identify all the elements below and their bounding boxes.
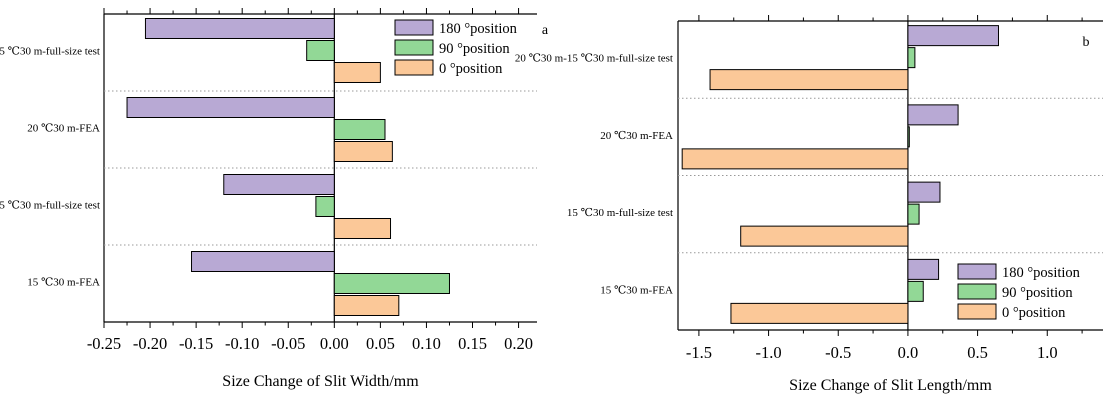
panel-letter: a	[542, 23, 549, 38]
x-axis-title: Size Change of Slit Length/mm	[789, 377, 992, 394]
legend-swatch	[394, 19, 434, 36]
x-tick-label: -0.5	[825, 343, 851, 362]
bar-0-position	[709, 69, 909, 91]
legend-label: 180 °position	[1002, 265, 1081, 281]
bar-180-position	[907, 181, 941, 203]
bar-0-position	[333, 295, 400, 316]
category-label: 15 ℃30 m-FEA	[27, 277, 100, 289]
legend-swatch	[394, 39, 434, 56]
x-tick-label: 0.20	[504, 334, 533, 353]
bar-180-position	[191, 251, 335, 272]
x-tick-label: 1.0	[1037, 343, 1058, 362]
bar-90-position	[306, 40, 335, 61]
bar-0-position	[681, 148, 909, 170]
x-tick-label: -1.5	[686, 343, 712, 362]
bar-90-position	[315, 196, 335, 217]
legend-label: 90 °position	[1002, 285, 1073, 301]
x-tick-label: 0.5	[967, 343, 988, 362]
bar-0-position	[333, 62, 381, 83]
category-label: 20 ℃30 m-15 ℃30 m-full-size test	[0, 46, 100, 58]
category-label: 20 ℃30 m-FEA	[27, 123, 100, 135]
legend-swatch	[957, 303, 997, 320]
legend: 180 °position 90 °position 0 °position	[957, 263, 1081, 321]
bar-180-position	[907, 258, 940, 280]
legend-label: 0 °position	[439, 61, 503, 77]
category-label: 15 ℃30 m-full-size test	[0, 200, 100, 212]
x-tick-label: 0.10	[412, 334, 441, 353]
bar-90-position	[333, 273, 450, 294]
legend-label: 0 °position	[1002, 305, 1066, 321]
category-label: 15 ℃30 m-full-size test	[567, 207, 673, 219]
category-label: 15 ℃30 m-FEA	[600, 284, 673, 296]
bar-90-position	[907, 203, 920, 225]
bar-180-position	[144, 18, 335, 39]
bar-0-position	[730, 302, 909, 324]
bar-90-position	[907, 280, 924, 302]
bar-0-position	[740, 225, 909, 247]
x-tick-label: -0.05	[271, 334, 305, 353]
bar-0-position	[333, 218, 392, 239]
x-tick-label: -0.25	[87, 334, 121, 353]
x-tick-label: 0.00	[320, 334, 349, 353]
chart-panel-b: -1.5 -1.0 -0.5 0.0 0.5 1.0 Size Change of Slit…	[515, 15, 1103, 394]
x-tick-label: -0.20	[133, 334, 167, 353]
legend-label: 90 °position	[439, 41, 510, 57]
bar-180-position	[223, 174, 335, 195]
category-label: 20 ℃30 m-FEA	[600, 130, 673, 142]
bar-180-position	[907, 104, 959, 126]
x-tick-label: -1.0	[756, 343, 782, 362]
legend-swatch	[957, 283, 997, 300]
x-tick-label: -0.10	[225, 334, 259, 353]
x-tick-label: -0.15	[179, 334, 213, 353]
legend-swatch	[957, 263, 997, 280]
legend: 180 °position 90 °position 0 °position	[394, 19, 518, 77]
bar-180-position	[126, 97, 335, 118]
x-tick-label: 0.0	[898, 343, 919, 362]
bar-0-position	[333, 141, 393, 162]
chart-panel-a: -0.25 -0.20 -0.15 -0.10 -0.05 0.00 0.05 0.10 0.1…	[0, 8, 549, 390]
panel-letter: b	[1083, 35, 1090, 50]
bar-90-position	[333, 119, 386, 140]
category-label: 20 ℃30 m-15 ℃30 m-full-size test	[515, 53, 673, 65]
x-tick-label: 0.15	[458, 334, 487, 353]
legend-swatch	[394, 59, 434, 76]
bar-90-position	[907, 47, 916, 69]
x-axis-title: Size Change of Slit Width/mm	[222, 373, 419, 390]
x-tick-label: 0.05	[366, 334, 395, 353]
bar-180-position	[907, 25, 999, 47]
legend-label: 180 °position	[439, 21, 518, 37]
bar-90-position	[907, 126, 910, 148]
